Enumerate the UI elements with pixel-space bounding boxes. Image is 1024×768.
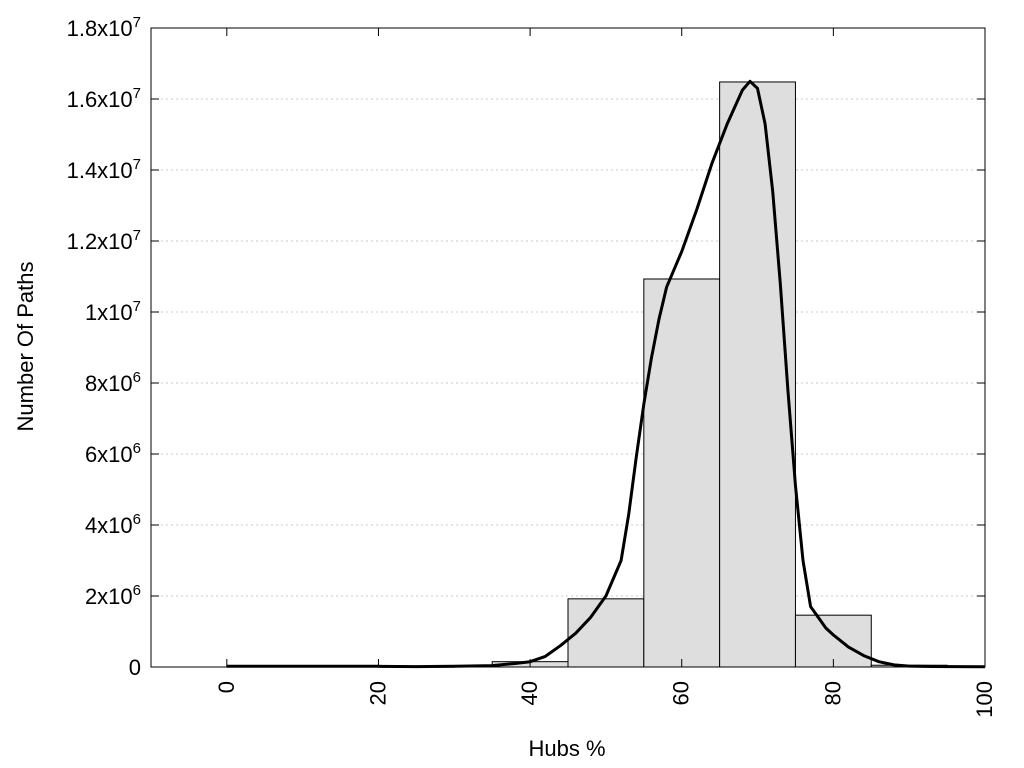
y-tick-label: 1.4x107 <box>67 156 141 183</box>
x-tick-label: 60 <box>669 681 694 705</box>
x-tick-label: 0 <box>214 681 239 693</box>
y-tick-label: 8x106 <box>85 369 141 396</box>
histogram-bar <box>794 614 872 668</box>
x-tick-label: 80 <box>820 681 845 705</box>
y-tick-label: 4x106 <box>85 511 141 538</box>
histogram-bar <box>719 81 796 668</box>
y-axis-ticks: 0 2x106 4x106 6x106 8x106 1x107 1.2x107 1.4x107… <box>67 14 985 680</box>
density-curve-layer <box>226 79 986 669</box>
x-tick-label: 40 <box>517 681 542 705</box>
plot-frame <box>150 27 986 668</box>
y-tick-label: 1.2x107 <box>67 227 141 254</box>
y-tick-label: 1.8x107 <box>67 14 141 41</box>
x-axis-ticks: 0 20 40 60 80 100 <box>214 28 997 718</box>
y-tick-label: 6x106 <box>85 440 141 467</box>
y-tick-label: 0 <box>129 655 141 680</box>
y-grid-lines <box>151 98 985 597</box>
x-axis-title: Hubs % <box>528 736 605 761</box>
y-axis-title: Number Of Paths <box>13 262 38 432</box>
y-tick-label: 2x106 <box>85 582 141 609</box>
histogram-bars <box>226 81 948 668</box>
density-curve <box>226 79 986 669</box>
x-tick-label: 100 <box>972 681 997 718</box>
histogram-bar <box>643 278 721 668</box>
y-tick-label: 1x107 <box>85 298 141 325</box>
x-tick-label: 20 <box>365 681 390 705</box>
histogram-bar <box>567 598 645 668</box>
y-tick-label: 1.6x107 <box>67 85 141 112</box>
